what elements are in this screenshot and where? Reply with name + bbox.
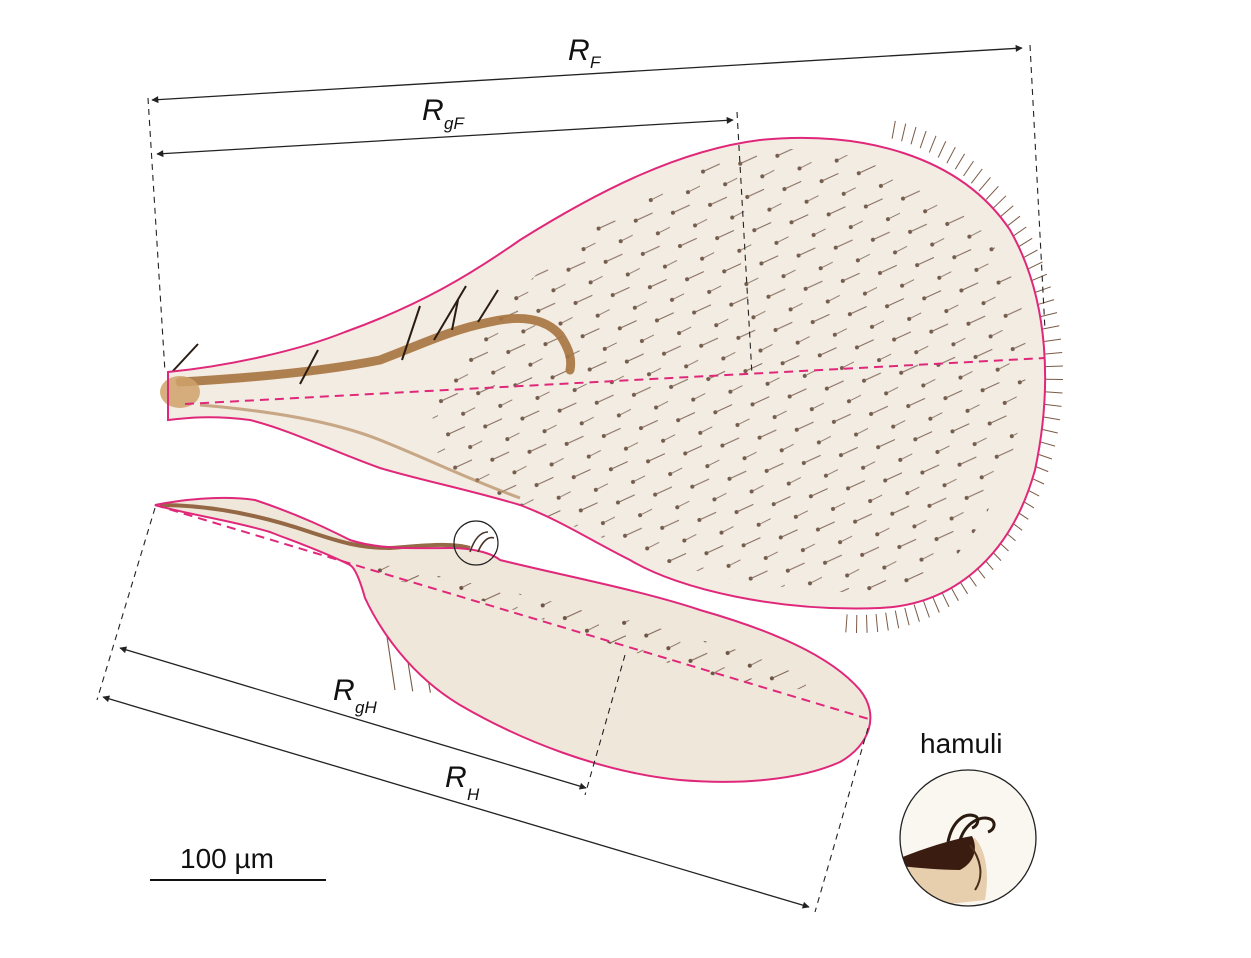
fore-wing-fringe-seta — [978, 177, 991, 192]
fore-wing-fringe-seta — [901, 123, 907, 142]
rgf-dimension-arrow — [156, 116, 734, 158]
rgh-label: R gH — [333, 674, 377, 717]
fore-wing-axis-line — [184, 357, 1046, 405]
hamuli-inset-image — [900, 770, 1036, 906]
rf-label: R F — [568, 34, 602, 72]
fore-wing-fringe-seta — [910, 126, 917, 145]
fore-wing-fringe-seta — [922, 600, 930, 618]
fore-wing-fringe-seta — [992, 195, 1007, 209]
fore-wing-fringe-seta — [1044, 352, 1063, 355]
fore-wing-fringe-seta — [894, 610, 900, 629]
fore-wing-fringe-setae — [845, 120, 1064, 634]
fore-wing-fringe-seta — [931, 595, 940, 613]
fore-wing-fringe-seta — [1026, 261, 1043, 271]
fore-wing-fringe-seta — [963, 160, 974, 177]
extension-hind-base — [96, 507, 156, 701]
rgf-label-main: R — [422, 94, 444, 127]
hamuli-small — [469, 531, 495, 553]
extension-fore-base — [147, 97, 166, 373]
hind-wing-setae-band — [360, 560, 820, 690]
fore-wing-fringe-seta — [1044, 365, 1063, 368]
hamuli-inset-border — [899, 769, 1037, 907]
hamuli-marker-circle — [453, 520, 499, 566]
fore-wing-fringe-seta — [946, 146, 956, 164]
fore-wing-fringe-seta — [1021, 249, 1038, 260]
fore-wing-fringe-seta — [999, 205, 1014, 218]
fore-wing-fringe-seta — [1033, 286, 1051, 294]
fore-wing-fringe-seta — [1043, 338, 1062, 343]
fore-wing-fringe-seta — [891, 120, 896, 139]
fore-wing-fringe-seta — [845, 614, 848, 633]
extension-fore-tip — [1029, 44, 1046, 331]
fore-wing-fringe-seta — [937, 140, 947, 158]
fore-wing-fringe-seta — [1039, 312, 1058, 318]
rh-dimension-arrow — [102, 695, 810, 909]
fore-wing-macrochaetae — [171, 285, 499, 385]
rgh-label-subscript: gH — [355, 698, 377, 717]
hind-wing-vein — [159, 503, 471, 551]
hind-wing-outline — [154, 496, 872, 783]
hind-wing-axis-line — [154, 504, 873, 721]
rf-label-main: R — [568, 34, 590, 67]
fore-wing-outline — [167, 136, 1047, 610]
extension-hind-tip — [814, 727, 869, 913]
fore-wing-fringe-seta — [1043, 403, 1062, 407]
fore-wing-setae-field — [430, 148, 1026, 593]
fore-wing-fringe-seta — [1044, 391, 1063, 394]
rf-label-subscript: F — [590, 53, 602, 72]
scale-bar-label: 100 µm — [180, 843, 274, 874]
fore-wing-submarginal-vein — [175, 313, 576, 387]
fore-wing-fringe-seta — [904, 607, 910, 626]
fore-wing-fringe-seta — [885, 612, 889, 631]
hamuli-inset: hamuli — [899, 728, 1037, 907]
fore-wing-fringe-seta — [1041, 325, 1060, 330]
rh-label-subscript: H — [467, 785, 480, 804]
fore-wing-fringe-seta — [1005, 215, 1021, 228]
fore-wing-fringe-seta — [1030, 273, 1048, 282]
fore-wing-fringe-seta — [913, 604, 920, 622]
rgf-label: R gF — [422, 94, 465, 133]
rgh-label-main: R — [333, 674, 355, 707]
fore-wing-fringe-seta — [1042, 416, 1060, 421]
rh-label: R H — [445, 761, 480, 804]
fore-wing-fringe-seta — [919, 130, 927, 149]
fore-wing-fringe-seta — [1040, 428, 1058, 434]
fore-wing-fringe-seta — [866, 614, 868, 633]
fore-wing-fringe-seta — [1036, 299, 1055, 306]
fore-wing — [160, 120, 1064, 634]
fore-wing-fringe-seta — [875, 614, 879, 633]
rgf-label-subscript: gF — [444, 114, 465, 133]
fore-wing-base-sclerite — [160, 376, 200, 408]
fore-wing-fringe-seta — [970, 168, 983, 184]
fore-wing-fringe-seta — [985, 185, 999, 200]
scale-bar: 100 µm — [150, 843, 326, 881]
fore-wing-fringe-seta — [928, 135, 937, 153]
rf-dimension-arrow — [151, 44, 1023, 104]
rh-label-main: R — [445, 761, 467, 794]
hamuli-inset-label: hamuli — [920, 728, 1002, 759]
dimension-lines — [96, 44, 1046, 913]
fore-wing-fringe-seta — [954, 153, 966, 170]
fore-wing-vein-edge — [199, 403, 521, 500]
